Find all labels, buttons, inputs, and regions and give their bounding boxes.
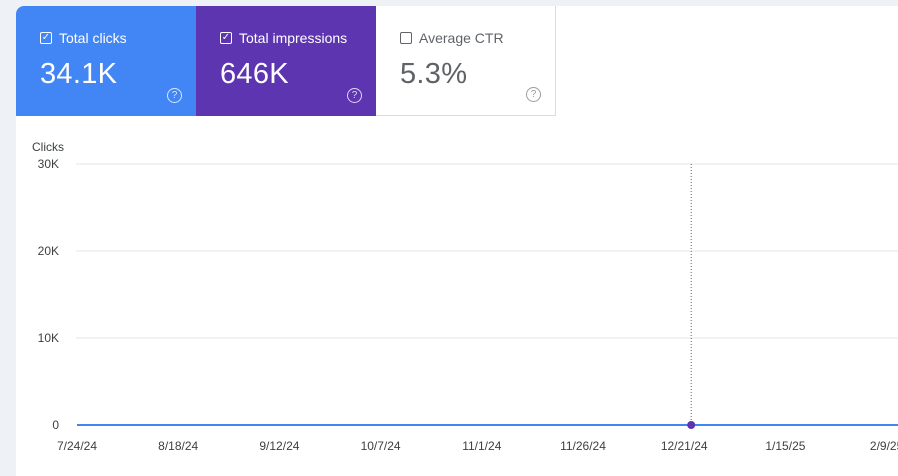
checkbox-checked-icon[interactable]: ✓ — [40, 32, 52, 44]
help-icon[interactable]: ? — [167, 88, 182, 103]
x-tick-label: 8/18/24 — [158, 439, 198, 453]
checkbox-unchecked-icon[interactable] — [400, 32, 412, 44]
checkbox-checked-icon[interactable]: ✓ — [220, 32, 232, 44]
performance-card: ✓ Total clicks 34.1K ? ✓ Total impressio… — [16, 6, 898, 476]
y-tick-label: 30K — [38, 157, 59, 171]
x-tick-label: 10/7/24 — [361, 439, 401, 453]
help-icon[interactable]: ? — [347, 88, 362, 103]
total-impressions-header: ✓ Total impressions — [220, 30, 376, 46]
average-ctr-value: 5.3% — [400, 58, 468, 90]
average-ctr-label: Average CTR — [419, 30, 504, 46]
clicks-line-chart[interactable]: Clicks 30K 20K 10K 0 7/24/24 8/18/24 9/12/24 1… — [0, 0, 898, 461]
total-impressions-label: Total impressions — [239, 30, 348, 46]
x-tick-label: 1/15/25 — [765, 439, 805, 453]
total-clicks-value: 34.1K — [40, 58, 118, 90]
average-ctr-header: Average CTR — [400, 30, 555, 46]
total-impressions-value: 646K — [220, 58, 289, 90]
y-tick-label: 0 — [52, 418, 59, 432]
x-tick-label: 9/12/24 — [259, 439, 299, 453]
total-impressions-tab[interactable]: ✓ Total impressions 646K ? — [196, 6, 376, 116]
x-tick-label: 2/9/25 — [870, 439, 898, 453]
y-axis-label: Clicks — [32, 140, 64, 154]
y-tick-label: 20K — [38, 244, 59, 258]
x-tick-label: 11/26/24 — [560, 439, 606, 453]
metric-tabs: ✓ Total clicks 34.1K ? ✓ Total impressio… — [16, 6, 556, 116]
hover-point[interactable] — [687, 421, 696, 429]
help-icon[interactable]: ? — [526, 87, 541, 102]
x-tick-label: 7/24/24 — [57, 439, 97, 453]
y-tick-label: 10K — [38, 331, 59, 345]
total-clicks-tab[interactable]: ✓ Total clicks 34.1K ? — [16, 6, 196, 116]
total-clicks-header: ✓ Total clicks — [40, 30, 196, 46]
average-ctr-tab[interactable]: Average CTR 5.3% ? — [376, 6, 556, 116]
x-tick-label: 11/1/24 — [462, 439, 501, 453]
total-clicks-label: Total clicks — [59, 30, 127, 46]
x-tick-label: 12/21/24 — [661, 439, 708, 453]
